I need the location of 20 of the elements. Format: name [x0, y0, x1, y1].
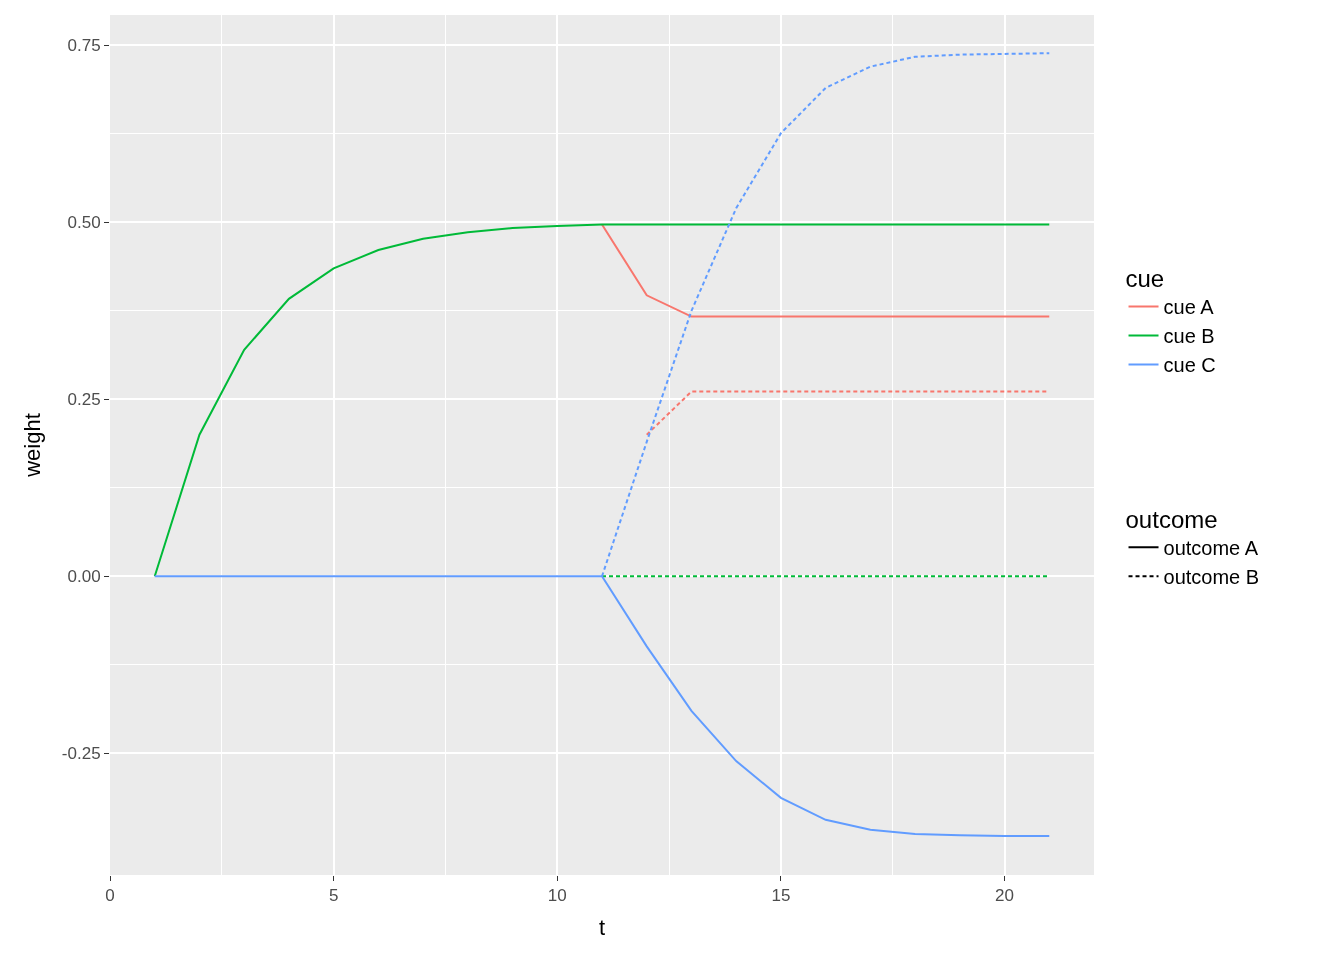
y-tick-label: -0.25: [61, 744, 101, 764]
y-tick-label: 0.50: [67, 213, 101, 233]
legend-label: cue B: [1163, 325, 1215, 348]
x-tick-label: 0: [105, 886, 115, 906]
text: outcome: [1125, 505, 1218, 533]
text: cue: [1125, 265, 1165, 292]
x-tick-label: 20: [995, 886, 1015, 906]
text: outcome A: [1163, 537, 1259, 560]
legend-label: cue A: [1163, 296, 1215, 319]
y-tick-label: 0.75: [67, 36, 101, 56]
y-tick-label: 0.25: [67, 390, 101, 410]
line-series: [153, 223, 1051, 578]
y-tick-label: 0.00: [67, 567, 101, 587]
legend-label: cue C: [1163, 354, 1216, 377]
x-tick-label: 10: [547, 886, 567, 906]
x-axis-title: t: [598, 915, 606, 941]
y-axis-title: weight: [19, 413, 45, 478]
x-tick-label: 15: [771, 886, 791, 906]
x-tick-label: 5: [328, 886, 339, 906]
text: outcome B: [1163, 566, 1260, 589]
